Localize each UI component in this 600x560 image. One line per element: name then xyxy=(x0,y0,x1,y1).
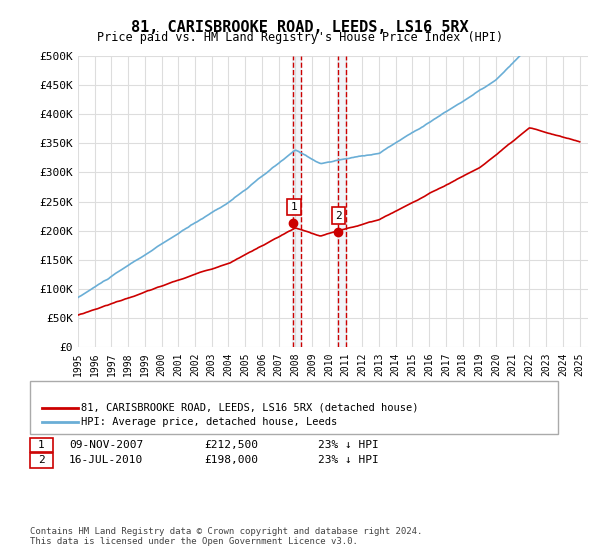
Bar xyxy=(337,56,346,347)
Text: 1: 1 xyxy=(38,440,45,450)
Text: 23% ↓ HPI: 23% ↓ HPI xyxy=(318,440,379,450)
Text: 16-JUL-2010: 16-JUL-2010 xyxy=(69,455,143,465)
Text: Contains HM Land Registry data © Crown copyright and database right 2024.
This d: Contains HM Land Registry data © Crown c… xyxy=(30,526,422,546)
Text: £212,500: £212,500 xyxy=(204,440,258,450)
Text: HPI: Average price, detached house, Leeds: HPI: Average price, detached house, Leed… xyxy=(81,417,337,427)
Text: 23% ↓ HPI: 23% ↓ HPI xyxy=(318,455,379,465)
Text: 81, CARISBROOKE ROAD, LEEDS, LS16 5RX: 81, CARISBROOKE ROAD, LEEDS, LS16 5RX xyxy=(131,20,469,35)
Bar xyxy=(292,56,301,347)
Text: £198,000: £198,000 xyxy=(204,455,258,465)
Text: 2: 2 xyxy=(38,455,45,465)
Text: 1: 1 xyxy=(290,202,297,212)
Text: 09-NOV-2007: 09-NOV-2007 xyxy=(69,440,143,450)
Text: 81, CARISBROOKE ROAD, LEEDS, LS16 5RX (detached house): 81, CARISBROOKE ROAD, LEEDS, LS16 5RX (d… xyxy=(81,403,419,413)
Text: 2: 2 xyxy=(335,211,342,221)
Text: Price paid vs. HM Land Registry's House Price Index (HPI): Price paid vs. HM Land Registry's House … xyxy=(97,31,503,44)
